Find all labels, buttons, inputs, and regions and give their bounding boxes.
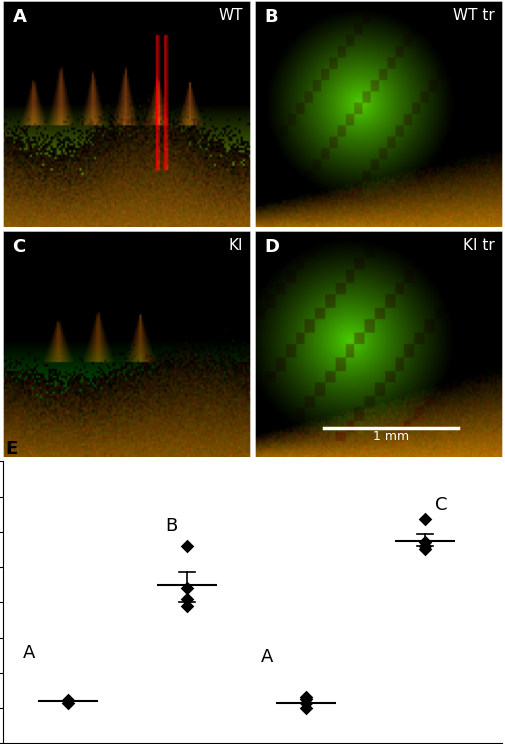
Text: A: A xyxy=(261,648,273,666)
Point xyxy=(302,702,310,714)
Text: A: A xyxy=(23,644,35,662)
Text: E: E xyxy=(5,440,17,458)
Point xyxy=(183,593,191,605)
Text: 1 mm: 1 mm xyxy=(373,431,409,443)
Text: B: B xyxy=(265,8,278,26)
Text: WT: WT xyxy=(218,8,243,23)
Point xyxy=(183,600,191,612)
Text: B: B xyxy=(166,517,178,536)
Point xyxy=(64,694,72,706)
Point xyxy=(421,536,429,548)
Point xyxy=(421,540,429,552)
Point xyxy=(302,697,310,709)
Text: C: C xyxy=(13,238,26,256)
Text: C: C xyxy=(435,496,447,514)
Point xyxy=(183,583,191,594)
Text: D: D xyxy=(265,238,280,256)
Text: WT tr: WT tr xyxy=(453,8,495,23)
Text: A: A xyxy=(13,8,26,26)
Point xyxy=(421,543,429,555)
Point xyxy=(302,693,310,705)
Point xyxy=(64,697,72,709)
Text: KI tr: KI tr xyxy=(463,238,495,253)
Point xyxy=(302,691,310,703)
Point xyxy=(421,513,429,525)
Text: KI: KI xyxy=(228,238,243,253)
Point xyxy=(183,540,191,552)
